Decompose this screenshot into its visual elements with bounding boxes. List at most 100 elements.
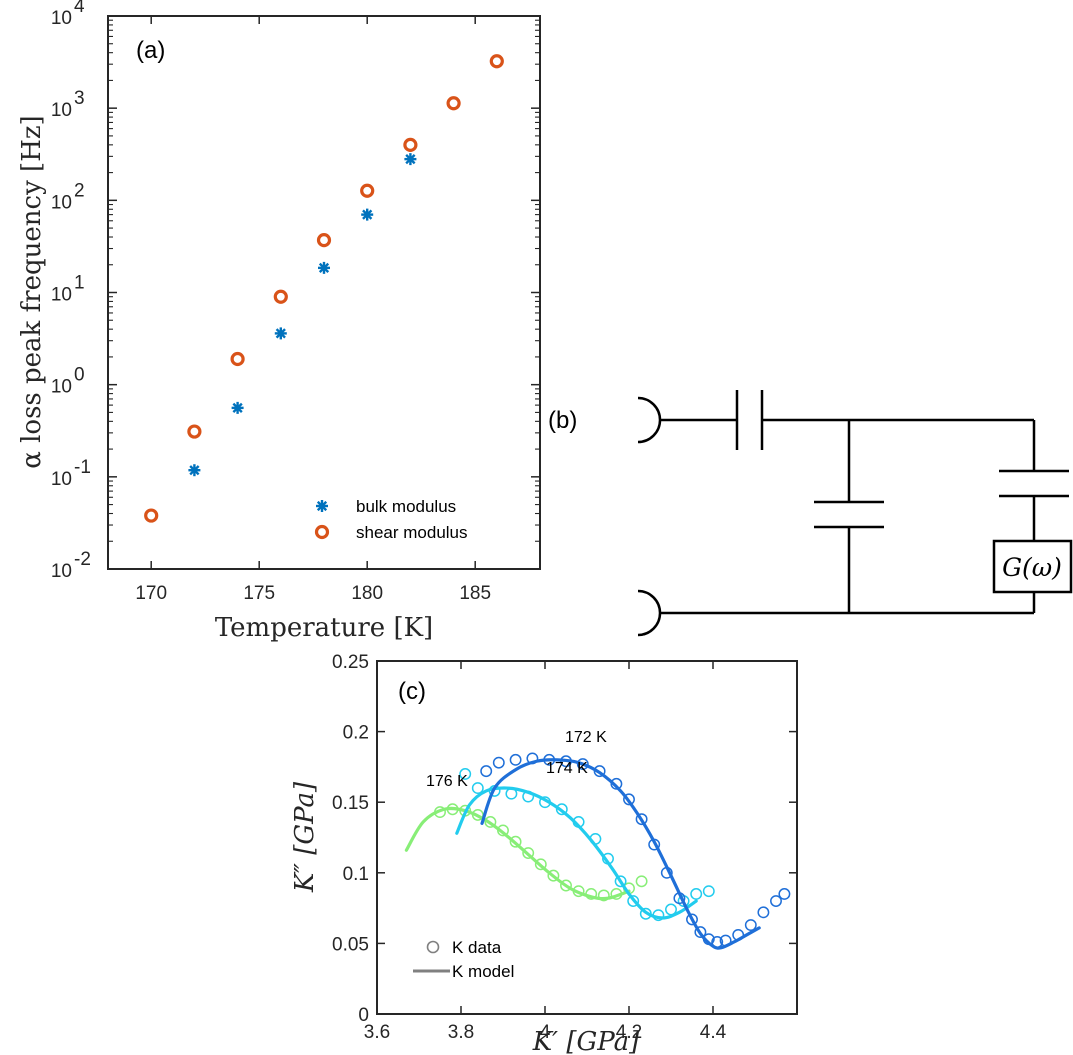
- legend-bulk-label: bulk modulus: [356, 497, 456, 516]
- bulk-modulus-point: [361, 208, 374, 221]
- data-point-174K: [627, 895, 640, 907]
- data-point-176K: [509, 835, 522, 848]
- legend-bulk-star: [316, 500, 328, 512]
- panel-c: 3.6 3.8 4 4.2 4.4 0 0.05 0.1 0.15 0.2 0.25 (c) 17…: [290, 652, 798, 1055]
- a-x-axis-title: Temperature [K]: [215, 613, 433, 643]
- model-line-176K: [404, 806, 631, 901]
- bulk-modulus-point: [404, 153, 417, 166]
- a-y-tick-exponent: 3: [74, 88, 85, 109]
- label-176K: 176 K: [426, 773, 468, 790]
- impedance-box: [992, 539, 1073, 594]
- data-point-172K: [492, 756, 505, 769]
- data-point-172K: [635, 813, 648, 826]
- a-y-tick-label: 10: [51, 469, 72, 490]
- bottom-terminal: [637, 589, 662, 637]
- a-x-tick-label: 175: [243, 583, 275, 604]
- top-terminal: [637, 396, 662, 444]
- data-point-172K: [694, 926, 707, 939]
- data-point-176K: [635, 875, 648, 888]
- shear-modulus-point: [403, 137, 418, 152]
- a-marks: [144, 54, 504, 523]
- data-point-174K: [690, 888, 703, 900]
- a-y-axis-title: α loss peak frequency [Hz]: [17, 115, 47, 468]
- c-y-tick-label: 0.05: [332, 934, 369, 955]
- shear-modulus-point: [144, 508, 159, 523]
- data-point-172K: [686, 913, 698, 926]
- bulk-modulus-point: [318, 261, 330, 274]
- a-x-tick-label: 170: [135, 583, 167, 604]
- data-point-176K: [522, 847, 535, 859]
- a-y-tick-label: 10: [51, 192, 72, 213]
- data-point-172K: [623, 793, 635, 806]
- c-y-tick-label: 0.2: [343, 723, 369, 744]
- a-x-ticks: 170 175 180 185: [135, 16, 491, 604]
- a-y-tick-label: 10: [51, 100, 72, 121]
- a-y-tick-exponent: 1: [74, 273, 85, 294]
- c-legend: K data K model: [413, 938, 514, 981]
- data-point-172K: [778, 888, 791, 900]
- c-y-axis-title: K″ [GPa]: [290, 781, 320, 893]
- legend-model-label: K model: [452, 962, 514, 981]
- data-point-176K: [534, 858, 547, 871]
- shear-modulus-point: [187, 424, 202, 439]
- label-172K: 172 K: [565, 729, 607, 746]
- a-y-tick-label: 10: [51, 8, 72, 29]
- c-x-axis-title: K′ [GPa]: [532, 1027, 640, 1055]
- legend-bulk-marker: [316, 500, 328, 512]
- legend-data-label: K data: [452, 938, 502, 957]
- panel-b-label: (b): [548, 407, 577, 434]
- data-point-176K: [597, 889, 610, 902]
- shear-modulus-point: [316, 233, 332, 248]
- panel-a-label: (a): [136, 37, 165, 64]
- shear-modulus-point: [230, 351, 245, 367]
- c-y-tick-label: 0: [358, 1005, 369, 1026]
- data-point-172K: [576, 758, 589, 771]
- a-x-tick-label: 185: [459, 583, 491, 604]
- c-x-tick-label: 4: [540, 1022, 551, 1043]
- a-y-tick-exponent: 4: [74, 0, 85, 17]
- data-point-172K: [757, 906, 770, 919]
- a-y-tick-label: 10: [51, 561, 72, 582]
- data-point-174K: [555, 803, 568, 816]
- a-y-tick-label: 10: [51, 285, 72, 306]
- data-point-174K: [471, 782, 484, 795]
- a-y-tick-exponent: 0: [74, 365, 85, 386]
- shear-modulus-point: [446, 96, 461, 111]
- shear-modulus-point: [489, 54, 504, 69]
- legend-data-marker: [426, 940, 440, 954]
- data-point-174K: [702, 885, 715, 898]
- data-point-172K: [744, 919, 757, 931]
- plot-a-frame: [107, 15, 541, 570]
- c-x-tick-label: 4.4: [700, 1022, 727, 1043]
- data-point-174K: [614, 875, 627, 888]
- data-point-172K: [480, 765, 493, 778]
- a-x-tick-label: 180: [351, 583, 383, 604]
- c-x-tick-label: 4.2: [616, 1022, 642, 1043]
- legend-shear-marker: [314, 524, 330, 540]
- data-point-174K: [459, 768, 472, 780]
- data-point-176K: [484, 816, 497, 828]
- bulk-modulus-point: [188, 464, 201, 477]
- model-line-172K: [480, 758, 761, 950]
- a-y-tick-exponent: -2: [74, 549, 91, 570]
- data-point-172K: [509, 753, 522, 766]
- c-y-tick-label: 0.25: [332, 652, 369, 673]
- data-point-176K: [547, 869, 560, 882]
- panel-b-circuit: (b) G(ω): [548, 390, 1073, 637]
- panel-c-label: (c): [398, 678, 426, 705]
- plot-c-frame: [376, 660, 798, 1015]
- c-x-tick-label: 3.6: [364, 1022, 390, 1043]
- c-x-tick-label: 3.8: [448, 1022, 474, 1043]
- shear-modulus-point: [360, 183, 375, 198]
- c-y-tick-label: 0.1: [343, 864, 369, 885]
- c-x-ticks: 3.6 3.8 4 4.2 4.4: [364, 661, 727, 1043]
- impedance-label: G(ω): [1002, 553, 1062, 582]
- model-line-174K: [455, 786, 698, 920]
- c-y-tick-label: 0.15: [332, 793, 369, 814]
- c-y-ticks: 0 0.05 0.1 0.15 0.2 0.25: [332, 652, 797, 1026]
- a-legend: bulk modulus shear modulus: [314, 497, 468, 542]
- c-marks: [404, 752, 791, 950]
- a-y-tick-label: 10: [51, 377, 72, 398]
